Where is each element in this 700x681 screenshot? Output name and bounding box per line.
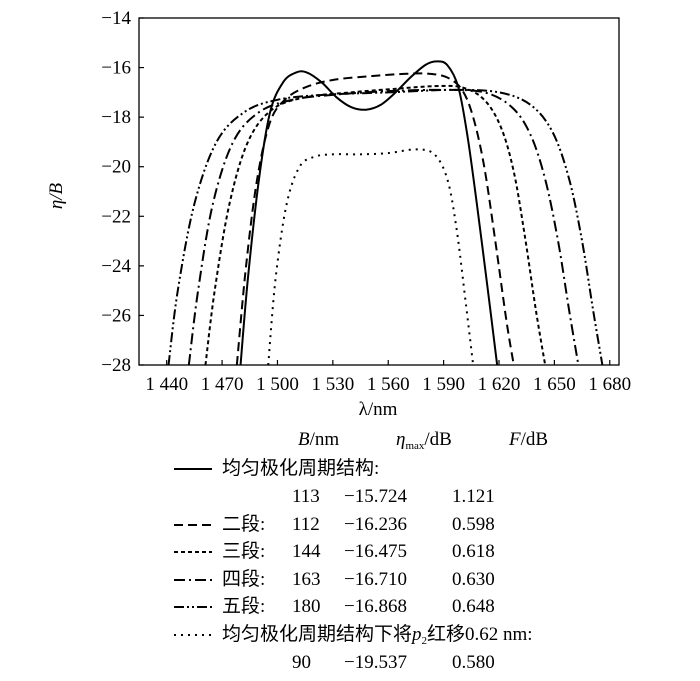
legend-b-series-6: 90 (292, 652, 311, 673)
series-line-4 (187, 88, 580, 366)
legend-f-series-6: 0.580 (452, 652, 495, 673)
y-tick-label: −14 (101, 8, 131, 29)
ticks-layer: 1 440 1 470 1 500 1 530 1 560 1 590 1 620 1 650… (101, 8, 631, 395)
legend-header-f: F/dB (509, 429, 549, 450)
legend-b-series-1: 113 (292, 486, 320, 507)
legend-eta-series-2: −16.236 (344, 514, 407, 535)
legend-b-series-4: 163 (292, 569, 321, 590)
x-axis-label: λ/nm (359, 399, 398, 420)
legend-b-series-2: 112 (292, 514, 320, 535)
y-tick-label: −26 (101, 305, 131, 326)
series-layer (167, 60, 604, 366)
x-tick-label: 1 650 (533, 374, 576, 395)
legend-eta-series-1: −15.724 (344, 486, 407, 507)
legend-header-eta: ηmax/dB (396, 429, 452, 452)
x-tick-label: 1 500 (256, 374, 299, 395)
legend-label-series-5: 五段: (222, 596, 266, 617)
y-tick-label: −24 (101, 256, 131, 277)
legend-eta-series-3: −16.475 (344, 541, 407, 562)
x-tick-label: 1 590 (422, 374, 465, 395)
legend-samples (174, 468, 212, 636)
x-tick-label: 1 470 (201, 374, 244, 395)
legend-f-series-1: 1.121 (452, 486, 495, 507)
legend-b-series-5: 180 (292, 596, 321, 617)
x-tick-label: 1 560 (367, 374, 410, 395)
series-line-6 (267, 148, 475, 366)
legend-label-series-4: 四段: (222, 569, 266, 590)
y-tick-label: −28 (101, 355, 131, 376)
y-tick-label: −22 (101, 206, 131, 227)
series-line-5 (167, 88, 604, 366)
legend-f-series-2: 0.598 (452, 514, 495, 535)
y-axis-label: η/B (46, 182, 67, 209)
y-tick-label: −16 (101, 58, 131, 79)
legend-eta-series-6: −19.537 (344, 652, 407, 673)
legend-label-series-6: 均匀极化周期结构下将p2红移0.62 nm: (222, 624, 533, 647)
legend-f-series-4: 0.630 (452, 569, 495, 590)
plot-frame (138, 17, 620, 366)
x-tick-label: 1 530 (311, 374, 354, 395)
legend-header-b: B/nm (298, 429, 340, 450)
y-tick-label: −18 (101, 107, 131, 128)
legend-eta-series-4: −16.710 (344, 569, 407, 590)
legend-b-series-3: 144 (292, 541, 321, 562)
legend-label-series-1: 均匀极化周期结构: (222, 458, 380, 479)
legend-label-series-2: 二段: (222, 514, 266, 535)
x-tick-label: 1 620 (478, 374, 521, 395)
y-tick-label: −20 (101, 157, 131, 178)
legend-f-series-5: 0.648 (452, 596, 495, 617)
legend-eta-series-5: −16.868 (344, 596, 407, 617)
legend-label-series-3: 三段: (222, 541, 266, 562)
x-tick-label: 1 440 (145, 374, 188, 395)
x-tick-label: 1 680 (588, 374, 631, 395)
series-line-2 (235, 72, 515, 366)
legend-f-series-3: 0.618 (452, 541, 495, 562)
